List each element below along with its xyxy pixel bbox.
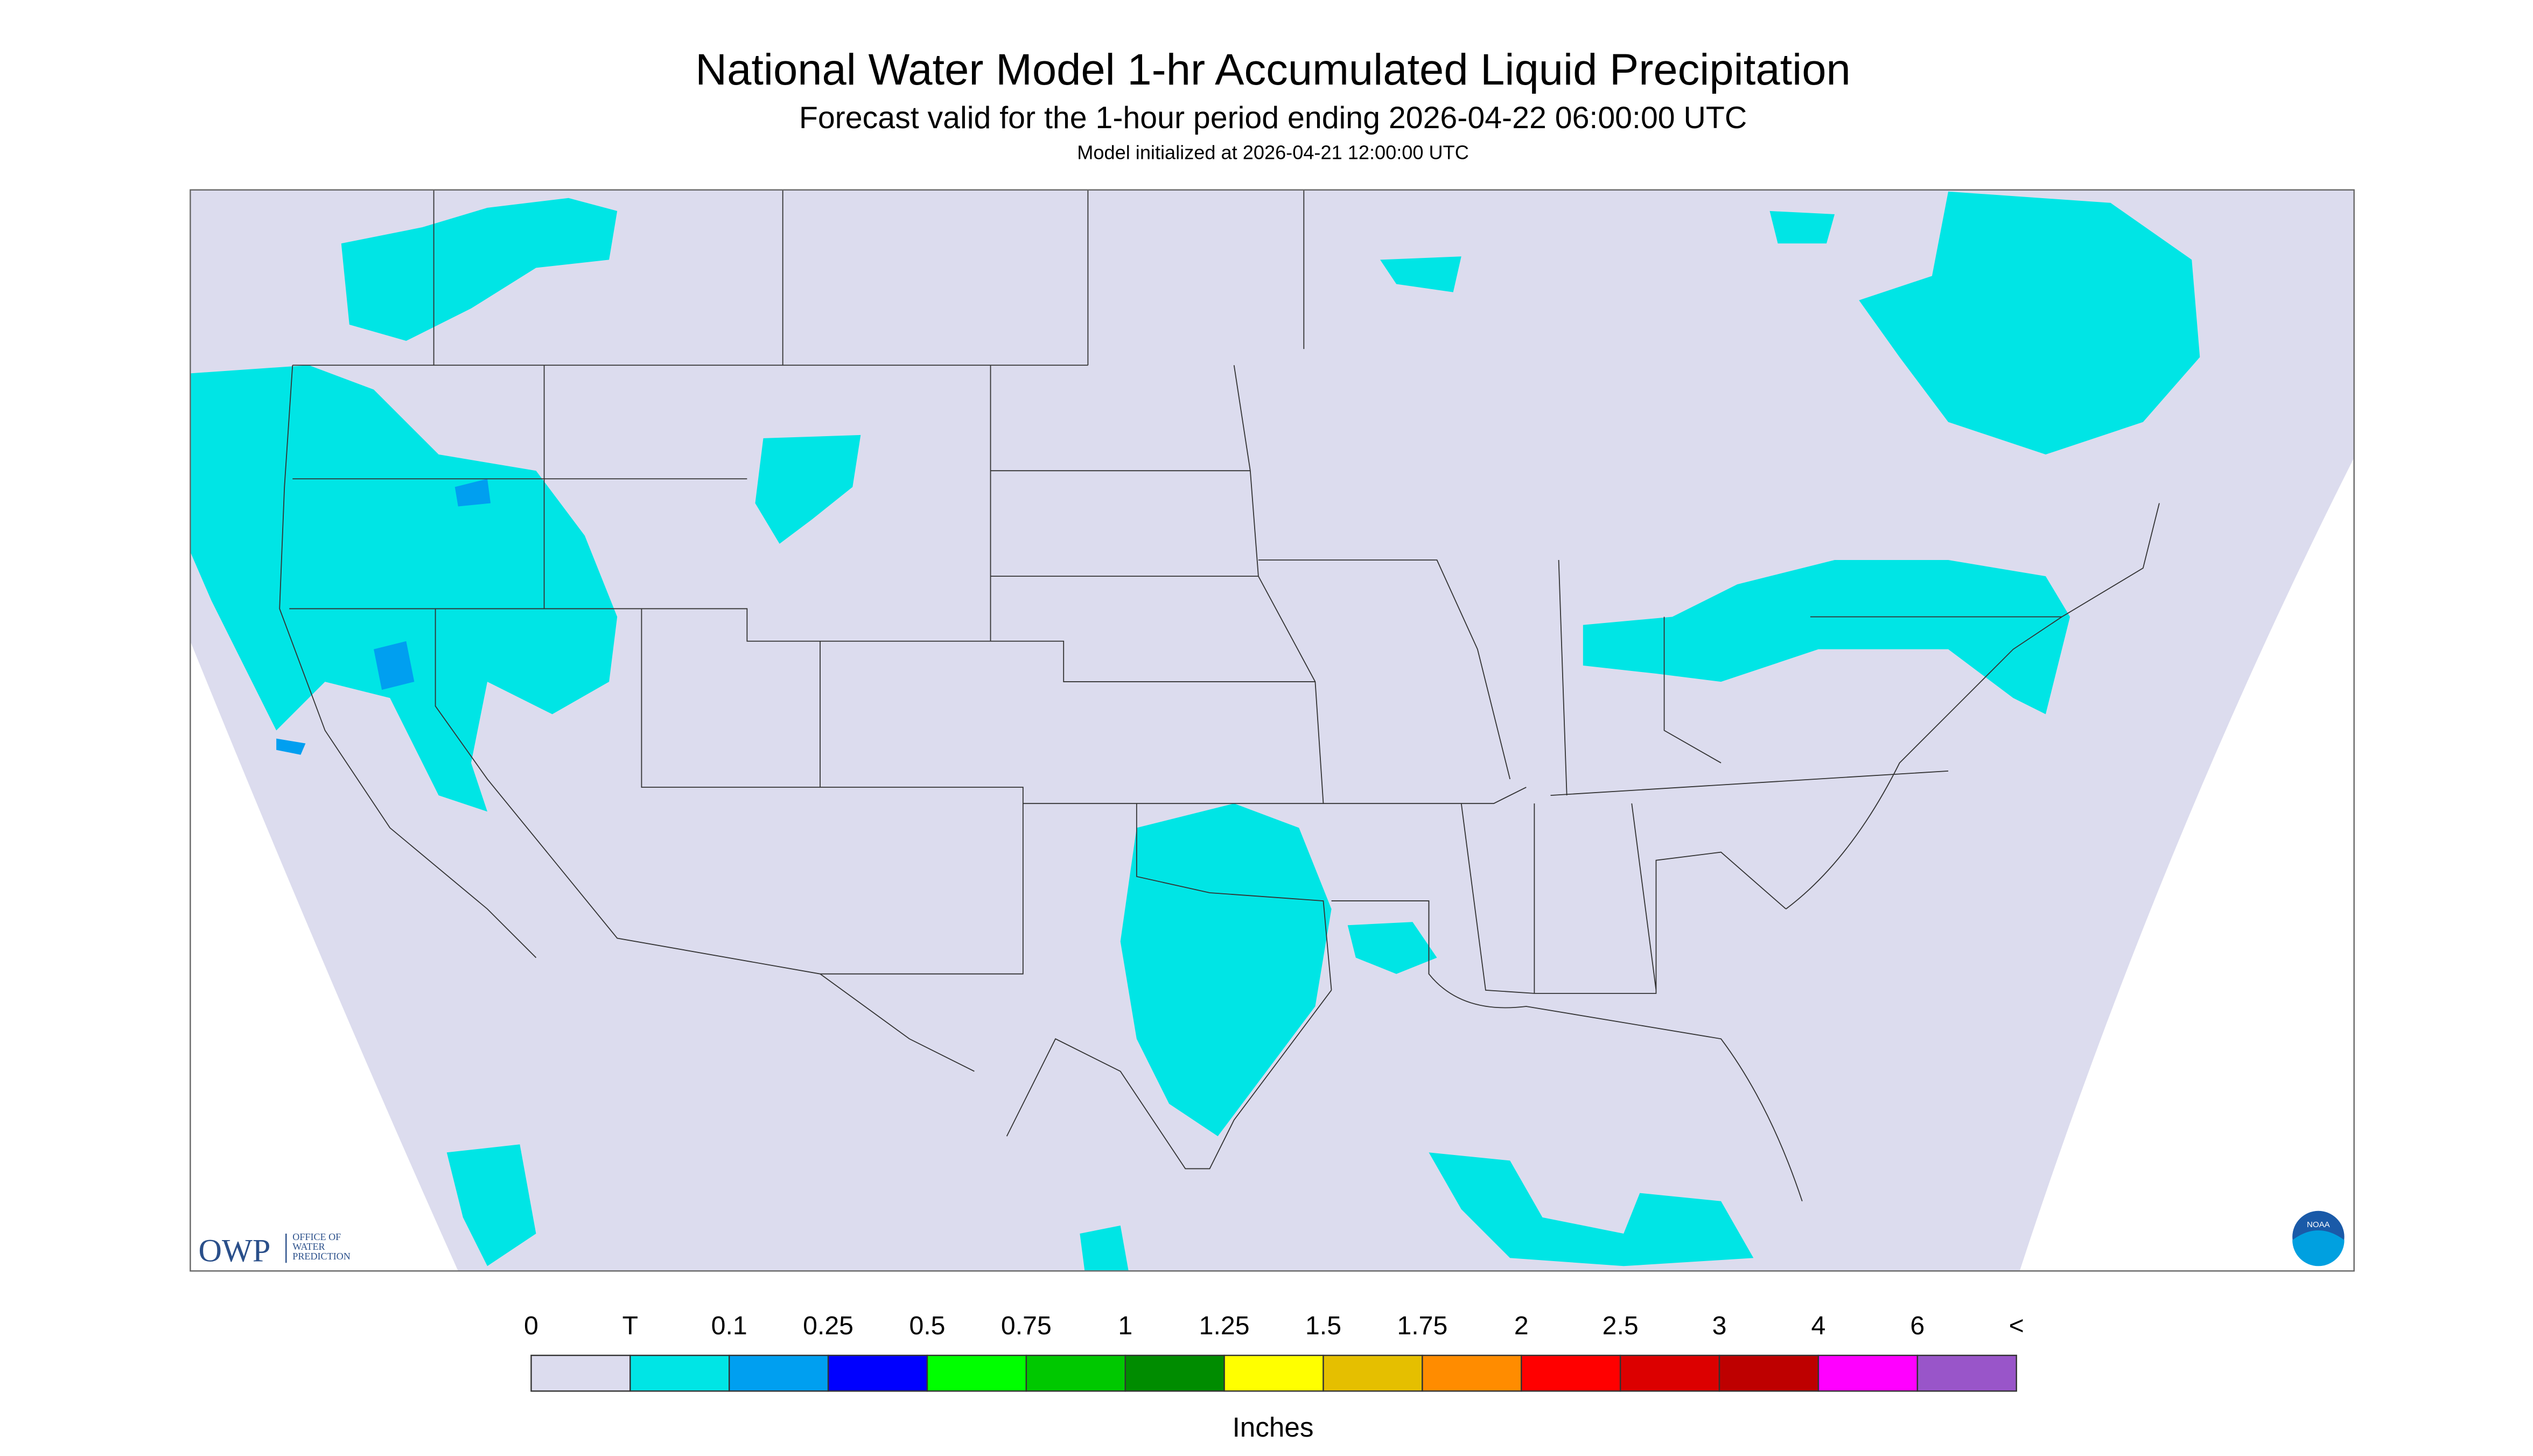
subtitle: Forecast valid for the 1-hour period end… xyxy=(799,101,1747,135)
legend-label: 6 xyxy=(1910,1311,1925,1340)
legend-label: 1.75 xyxy=(1397,1311,1447,1340)
legend-swatch xyxy=(530,1354,631,1392)
legend-swatch xyxy=(926,1354,1027,1392)
map xyxy=(190,189,2355,1272)
map-frame xyxy=(190,189,2355,1272)
outside-domain xyxy=(2019,458,2354,1271)
title: National Water Model 1-hr Accumulated Li… xyxy=(695,45,1850,94)
noaa-text: NOAA xyxy=(2307,1220,2331,1229)
legend-swatch xyxy=(1521,1354,1621,1392)
legend-swatch xyxy=(1916,1354,2017,1392)
legend-swatch xyxy=(1718,1354,1820,1392)
legend-label: 2.5 xyxy=(1603,1311,1639,1340)
outside-domain xyxy=(190,641,458,1271)
legend-label: 1.25 xyxy=(1199,1311,1250,1340)
legend-swatch xyxy=(1124,1354,1225,1392)
legend-label: 4 xyxy=(1811,1311,1826,1340)
legend-swatch xyxy=(1619,1354,1720,1392)
owp-logo-line: PREDICTION xyxy=(292,1251,350,1262)
legend-swatch xyxy=(728,1354,829,1392)
legend-label: 1 xyxy=(1118,1311,1132,1340)
legend-label: 0.1 xyxy=(711,1311,747,1340)
legend-swatch xyxy=(1817,1354,1919,1392)
owp-logo-text: OWP xyxy=(198,1233,270,1269)
owp-logo-line: OFFICE OF xyxy=(292,1231,341,1242)
legend-label: T xyxy=(622,1311,638,1340)
legend-swatch xyxy=(1223,1354,1324,1392)
legend-units: Inches xyxy=(1233,1412,1314,1443)
legend-label: 3 xyxy=(1712,1311,1727,1340)
legend: Inches 0 T 0.1 0.25 0.5 0.75 1 1.25 1.5 1.75 2 2.5 3… xyxy=(524,1311,2024,1443)
legend-label: 0 xyxy=(524,1311,538,1340)
legend-swatch xyxy=(1025,1354,1126,1392)
init-time: Model initialized at 2026-04-21 12:00:00… xyxy=(1077,141,1469,163)
legend-label: 0.25 xyxy=(803,1311,853,1340)
boundaries xyxy=(279,190,2160,1202)
noaa-wave xyxy=(2292,1230,2345,1266)
legend-label: < xyxy=(2009,1311,2024,1340)
legend-swatch xyxy=(1422,1354,1522,1392)
legend-label: 0.5 xyxy=(909,1311,945,1340)
legend-swatch xyxy=(629,1354,730,1392)
owp-logo-line: WATER xyxy=(292,1241,325,1252)
noaa-logo: NOAA xyxy=(2292,1210,2345,1266)
legend-label: 2 xyxy=(1514,1311,1529,1340)
precipitation xyxy=(190,191,2200,1271)
legend-label: 1.5 xyxy=(1305,1311,1341,1340)
legend-swatch xyxy=(827,1354,928,1392)
legend-swatch xyxy=(1323,1354,1423,1392)
owp-logo: OWP OFFICE OF WATER PREDICTION xyxy=(198,1231,350,1269)
legend-label: 0.75 xyxy=(1001,1311,1052,1340)
